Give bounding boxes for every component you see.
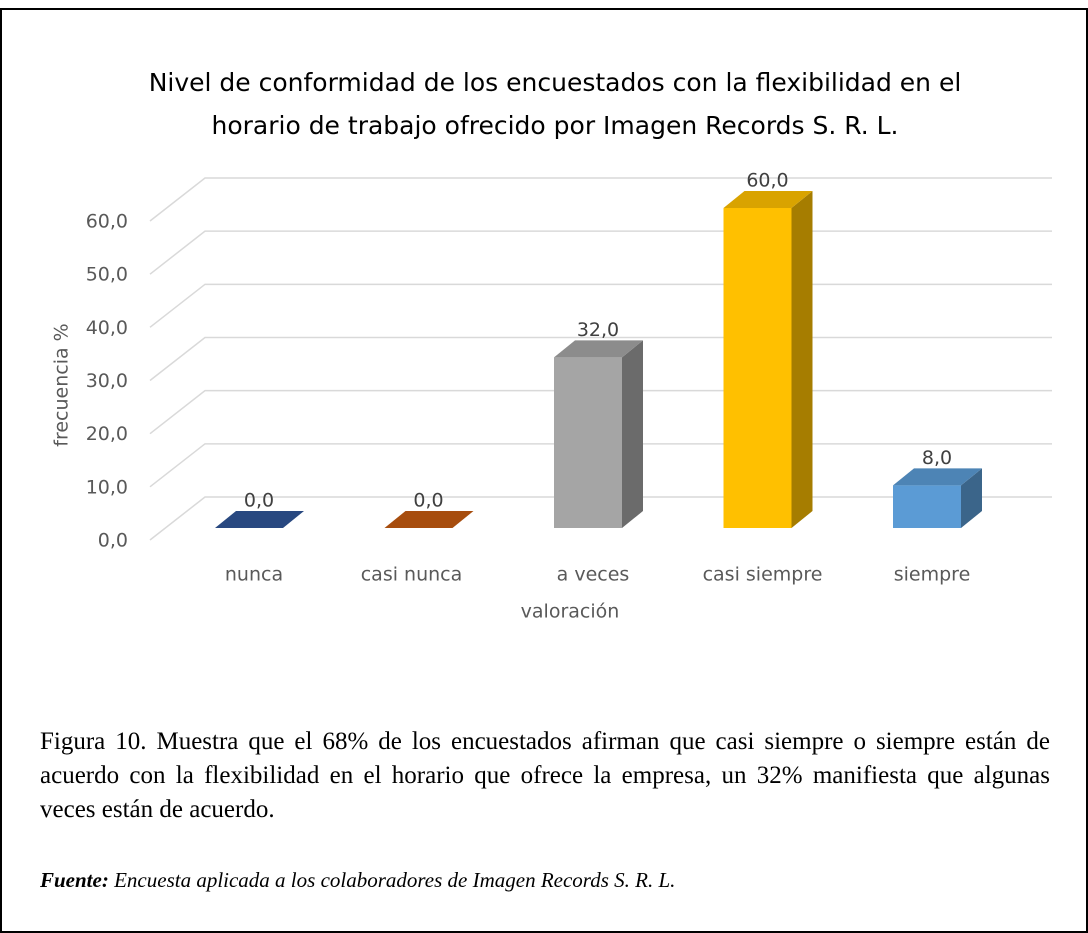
- source: Fuente: Encuesta aplicada a los colabora…: [40, 868, 675, 893]
- bar-side: [791, 191, 813, 528]
- x-axis-label: valoración: [521, 601, 620, 623]
- bar-top: [723, 191, 813, 208]
- y-tick-label: 10,0: [86, 476, 128, 498]
- bar-top: [384, 511, 474, 528]
- bar-top: [215, 511, 304, 528]
- x-tick-label: casi siempre: [703, 564, 823, 586]
- bar: [554, 357, 622, 528]
- y-axis-label: frecuencia %: [51, 323, 73, 446]
- grid-line: [149, 177, 1052, 222]
- x-tick-label: siempre: [894, 564, 971, 586]
- x-tick-label: a veces: [557, 564, 630, 586]
- y-tick-label: 40,0: [86, 317, 128, 339]
- caption: Figura 10. Muestra que el 68% de los enc…: [40, 728, 1050, 823]
- x-tick-label: casi nunca: [361, 564, 463, 586]
- value-label: 0,0: [244, 490, 274, 512]
- x-tick-label: nunca: [225, 564, 283, 586]
- y-tick-label: 50,0: [86, 264, 128, 286]
- value-label: 60,0: [746, 170, 788, 192]
- y-tick-label: 0,0: [98, 530, 128, 552]
- source-label: Fuente:: [40, 868, 109, 892]
- y-tick-label: 20,0: [86, 423, 128, 445]
- y-tick-label: 60,0: [86, 211, 128, 233]
- bar: [893, 485, 961, 528]
- value-label: 0,0: [413, 490, 443, 512]
- figure-frame: [0, 8, 1088, 933]
- chart-title: Nivel de conformidad de los encuestados …: [149, 68, 962, 140]
- bar: [723, 208, 792, 528]
- source-text: Encuesta aplicada a los colaboradores de…: [114, 868, 676, 892]
- value-label: 32,0: [577, 319, 619, 341]
- grid-line: [149, 230, 1052, 275]
- y-tick-label: 30,0: [86, 370, 128, 392]
- bar-top: [893, 468, 982, 486]
- bar-side: [961, 468, 982, 528]
- bar-top: [554, 340, 643, 358]
- bar-side: [622, 340, 643, 528]
- value-label: 8,0: [922, 447, 952, 469]
